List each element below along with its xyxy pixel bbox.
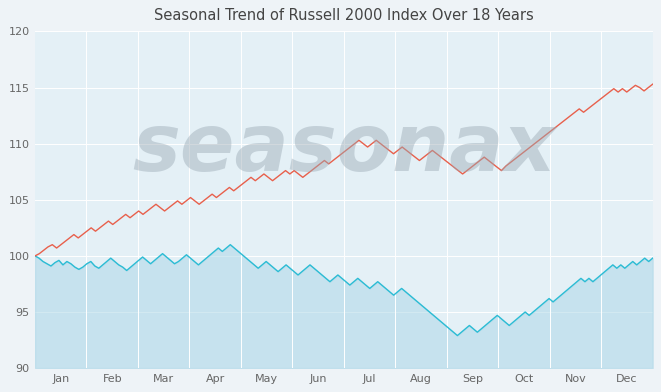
Title: Seasonal Trend of Russell 2000 Index Over 18 Years: Seasonal Trend of Russell 2000 Index Ove… <box>154 8 533 24</box>
Text: seasonax: seasonax <box>132 110 556 188</box>
